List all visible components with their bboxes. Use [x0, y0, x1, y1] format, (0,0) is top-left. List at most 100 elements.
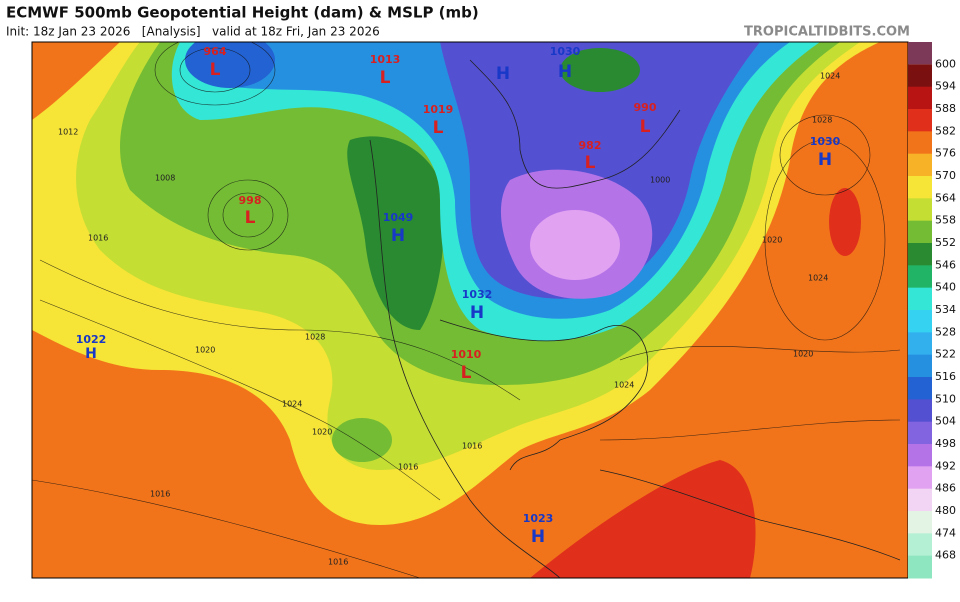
colorbar-label: 582 — [935, 124, 956, 137]
isobar-label: 1016 — [88, 234, 108, 243]
coastlines — [369, 59, 901, 578]
colorbar-label: 570 — [935, 169, 956, 182]
colorbar-swatch — [908, 444, 932, 467]
colorbar-swatch — [908, 265, 932, 289]
isobar-label: 1024 — [282, 400, 302, 409]
isobar-label: 1016 — [398, 463, 418, 472]
colorbar-label: 576 — [935, 147, 956, 160]
center-letter: H — [85, 346, 97, 362]
center-value: 990 — [634, 101, 657, 114]
colorbar-swatch — [908, 488, 932, 512]
colorbar-label: 498 — [935, 437, 956, 450]
isobar-label: 1008 — [155, 174, 175, 183]
isobar-label: 1016 — [462, 442, 482, 451]
height-field — [530, 460, 756, 578]
isobar-label: 1024 — [820, 72, 840, 81]
colorbar-swatch — [908, 86, 932, 110]
center-letter: L — [380, 68, 391, 88]
isobar-label: 1020 — [195, 346, 215, 355]
colorbar-swatch — [908, 131, 932, 155]
colorbar-label: 504 — [935, 415, 956, 428]
center-value: 1030 — [810, 135, 841, 148]
colorbar-label: 468 — [935, 549, 956, 562]
colorbar-swatch — [908, 332, 932, 356]
colorbar-swatch — [908, 243, 932, 266]
isobar-label: 1016 — [150, 490, 170, 499]
center-value: 998 — [239, 194, 262, 207]
colorbar-label: 552 — [935, 236, 956, 249]
center-value: 1023 — [523, 512, 554, 525]
center-letter: H — [558, 62, 572, 82]
center-letter: L — [585, 153, 596, 173]
colorbar-swatch — [908, 153, 932, 177]
isobar-label: 1028 — [305, 333, 325, 342]
height-field — [185, 42, 275, 88]
colorbar-swatch — [908, 533, 932, 557]
center-letter: L — [640, 117, 651, 137]
isobar-label: 1024 — [614, 381, 634, 390]
center-letter: H — [531, 527, 545, 547]
height-field — [530, 210, 620, 280]
isobars — [32, 42, 901, 578]
isobar-label: 1000 — [650, 176, 670, 185]
title: ECMWF 500mb Geopotential Height (dam) & … — [6, 4, 479, 22]
center-value: 1032 — [462, 288, 493, 301]
height-field — [332, 418, 392, 462]
center-value: 964 — [204, 45, 227, 58]
colorbar-swatch — [908, 310, 932, 333]
colorbar-label: 534 — [935, 303, 956, 316]
center-value: 1013 — [370, 53, 401, 66]
center-value: 1030 — [550, 45, 581, 58]
colorbar-label: 558 — [935, 214, 956, 227]
colorbar-swatch — [908, 354, 932, 378]
center-value: 1022 — [76, 333, 107, 346]
height-field — [347, 136, 444, 330]
center-letter: L — [210, 60, 221, 80]
colorbar-label: 546 — [935, 258, 956, 271]
site-credit: TROPICALTIDBITS.COM — [744, 25, 910, 40]
center-letter: H — [470, 303, 484, 323]
colorbar-label: 486 — [935, 482, 956, 495]
isobar-label: 1028 — [812, 116, 832, 125]
center-letter: L — [461, 363, 472, 383]
colorbar-swatch — [908, 399, 932, 423]
center-letter: H — [818, 150, 832, 170]
colorbar: 600 594 588 582 576 570 564 558 552 546 540 534 528 5… — [908, 42, 956, 579]
colorbar-swatch — [908, 511, 932, 534]
center-letter: H — [391, 226, 405, 246]
isobar-label: 1020 — [312, 428, 332, 437]
colorbar-swatch — [908, 377, 932, 400]
height-field — [829, 188, 861, 256]
height-field — [560, 48, 640, 92]
center-value: 1049 — [383, 211, 414, 224]
isobar-label: 1024 — [808, 274, 828, 283]
colorbar-swatch — [908, 220, 932, 244]
colorbar-swatch — [908, 198, 932, 222]
pressure-centers: 964 L 1013 L H 1030 H 1019 L 990 L 982 L… — [76, 45, 841, 547]
center-letter: L — [245, 208, 256, 228]
colorbar-swatch — [908, 466, 932, 490]
colorbar-label: 594 — [935, 80, 956, 93]
colorbar-label: 492 — [935, 459, 956, 472]
colorbar-label: 588 — [935, 102, 956, 115]
colorbar-label: 510 — [935, 392, 956, 405]
isobar-label: 1020 — [793, 350, 813, 359]
center-letter: H — [496, 64, 510, 84]
colorbar-label: 540 — [935, 281, 956, 294]
isobar-label: 1016 — [328, 558, 348, 567]
center-letter: L — [433, 118, 444, 138]
colorbar-swatch — [908, 555, 932, 579]
colorbar-swatch — [908, 176, 932, 199]
subtitle: Init: 18z Jan 23 2026 [Analysis] valid a… — [6, 25, 380, 39]
isobar-label: 1020 — [762, 236, 782, 245]
colorbar-swatch — [908, 287, 932, 311]
colorbar-label: 516 — [935, 370, 956, 383]
isobar-label: 1012 — [58, 128, 78, 137]
colorbar-label: 522 — [935, 348, 956, 361]
colorbar-swatch — [908, 64, 932, 88]
colorbar-label: 474 — [935, 526, 956, 539]
colorbar-label: 564 — [935, 191, 956, 204]
center-value: 1010 — [451, 348, 482, 361]
colorbar-label: 528 — [935, 325, 956, 338]
